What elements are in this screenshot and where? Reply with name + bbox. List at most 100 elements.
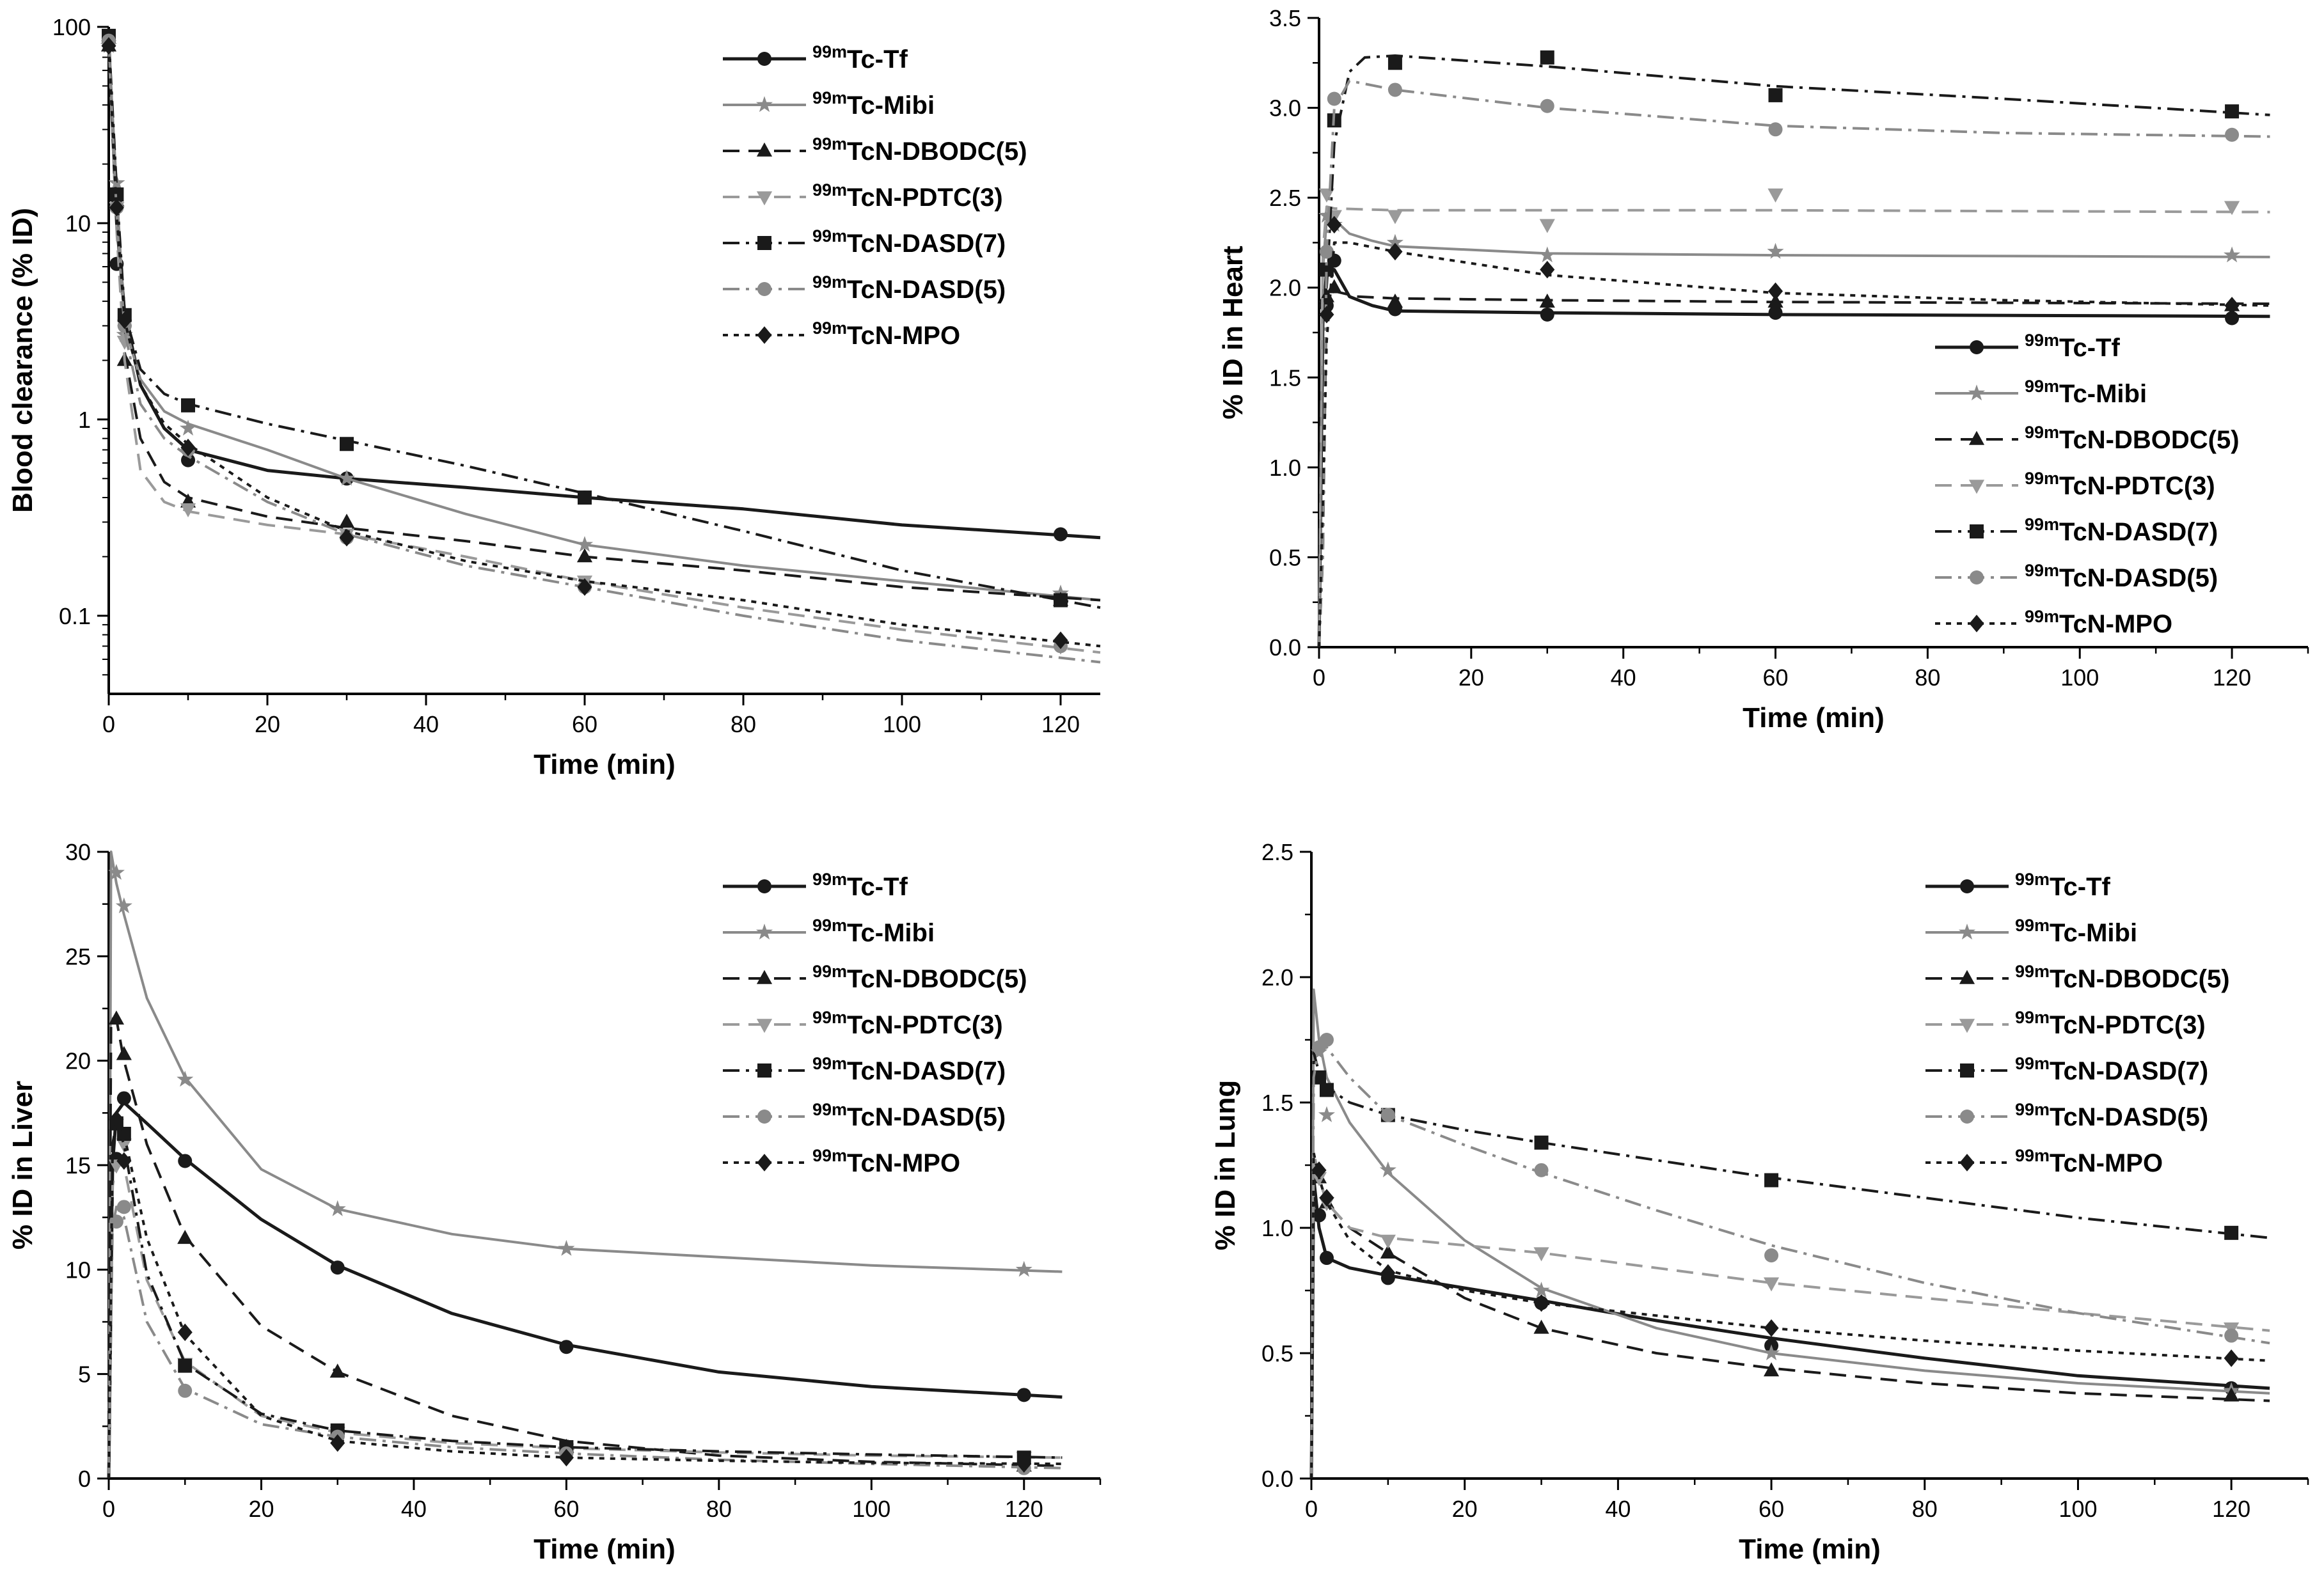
heart-legend-marker [1969,615,1984,632]
heart-data-point [1387,82,1402,97]
liver-data-point [330,1434,345,1452]
heart-data-point [1326,279,1342,294]
liver-data-point [1016,1388,1031,1402]
lung-series-7 [1310,1151,2270,1479]
heart-data-point [1767,188,1783,203]
heart-data-point [1319,244,1334,259]
lung-x-tick-label: 20 [1452,1496,1478,1522]
lung-series-line [1310,1151,2270,1479]
lung-series-line [1309,1176,2270,1479]
heart-legend-marker [1968,430,1985,445]
liver-data-point [329,1200,346,1216]
blood-legend-marker [756,191,773,206]
heart-y-tick-label: 3.5 [1269,5,1301,31]
heart-data-point [1767,242,1784,259]
lung-legend: 99mTc-Tf 99mTc-Mibi 99mTcN-DBODC(5) 99mTcN-… [1925,870,2230,1177]
heart-legend-label: 99mTcN-DBODC(5) [2025,423,2240,454]
liver-x-tick-label: 100 [852,1496,890,1522]
liver-series-line [107,1122,1063,1479]
heart-data-point [1538,246,1556,263]
heart-x-tick-label: 80 [1915,664,1940,691]
liver-x-axis-title: Time (min) [534,1534,676,1565]
lung-legend-label: 99mTcN-DASD(7) [2015,1054,2208,1085]
blood-legend-label: 99mTcN-MPO [812,318,960,350]
blood-x-tick-label: 100 [883,711,921,737]
lung-data-point [1764,1248,1779,1263]
lung-legend-label: 99mTcN-DBODC(5) [2015,962,2230,993]
liver-data-point [108,1010,125,1025]
lung-legend-marker [1959,1019,1975,1033]
blood-legend: 99mTc-Tf 99mTc-Mibi 99mTcN-DBODC(5) 99mTcN-… [723,42,1027,350]
heart-y-tick-label: 2.0 [1269,275,1301,301]
lung-data-point [1763,1344,1780,1361]
blood-legend-label: 99mTcN-DASD(5) [812,272,1006,304]
liver-data-point [109,1110,124,1128]
blood-data-point [180,438,196,457]
blood-y-tick-label: 10 [65,210,91,237]
liver-legend-label: 99mTcN-PDTC(3) [812,1008,1003,1039]
lung-y-tick-label: 2.0 [1261,964,1293,991]
liver-legend-marker [757,1063,771,1078]
heart-y-tick-label: 0.5 [1269,544,1301,570]
lung-data-point [1533,1282,1550,1298]
blood-data-point [340,437,354,451]
lung-series-3 [1310,1151,2270,1479]
blood-data-point [577,578,592,596]
heart-data-point [2225,104,2240,119]
heart-series-line [1318,217,2270,648]
liver-legend-marker [757,1110,771,1124]
lung-data-point [1379,1161,1396,1177]
lung-data-point [1380,1234,1396,1249]
heart-data-point [1318,188,1334,203]
lung-y-tick-label: 1.0 [1261,1215,1293,1241]
lung-x-tick-label: 0 [1305,1496,1318,1522]
lung-legend-label: 99mTcN-MPO [2015,1146,2163,1177]
blood-legend-label: 99mTc-Mibi [812,88,935,120]
liver-y-tick-label: 5 [78,1361,91,1388]
lung-data-point [1763,1277,1780,1292]
heart-legend-label: 99mTcN-DASD(7) [2025,515,2218,546]
lung-legend-label: 99mTc-Tf [2015,870,2111,901]
liver-series-2 [107,851,1063,1479]
liver-data-point [116,1046,132,1060]
heart-legend-label: 99mTcN-PDTC(3) [2025,469,2215,500]
blood-legend-marker [757,282,771,296]
blood-data-point [180,503,196,518]
liver-data-point [177,1071,194,1087]
blood-legend-marker [755,96,773,113]
heart-data-point [2225,311,2240,326]
liver-data-point [116,1138,132,1153]
liver-legend: 99mTc-Tf 99mTc-Mibi 99mTcN-DBODC(5) 99mTcN-… [723,870,1027,1177]
blood-series-7 [101,36,1101,649]
liver-data-point [178,1383,193,1398]
heart-data-point [1387,210,1403,224]
lung-data-point [2224,1387,2240,1402]
liver-data-point [116,1152,132,1170]
lung-data-point [1319,1251,1334,1266]
blood-x-tick-label: 20 [255,711,280,737]
lung-x-tick-label: 40 [1605,1496,1631,1522]
heart-data-point [1767,294,1783,308]
heart-series-line [1318,79,2270,648]
blood-legend-label: 99mTcN-DASD(7) [812,226,1006,258]
lung-legend-marker [1960,1110,1974,1124]
lung-data-point [1318,1106,1335,1122]
heart-legend-marker [1970,524,1984,538]
blood-x-tick-label: 120 [1041,711,1080,737]
liver-x-tick-label: 120 [1005,1496,1043,1522]
lung-legend-marker [1960,1063,1974,1078]
blood-series-line [107,45,1101,602]
liver-legend-label: 99mTcN-MPO [812,1146,960,1177]
heart-x-tick-label: 100 [2060,664,2099,691]
heart-x-tick-label: 20 [1458,664,1484,691]
liver-series-line [107,1205,1063,1479]
blood-x-tick-label: 80 [731,711,756,737]
heart-y-axis-title: % ID in Heart [1217,246,1249,420]
heart-data-point [2225,127,2240,142]
blood-series-line [107,45,1101,654]
liver-series-6 [107,1200,1063,1479]
lung-legend-label: 99mTc-Mibi [2015,916,2137,947]
blood-y-tick-label: 0.1 [59,603,91,629]
lung-x-tick-label: 80 [1912,1496,1938,1522]
heart-data-point [1539,219,1555,233]
